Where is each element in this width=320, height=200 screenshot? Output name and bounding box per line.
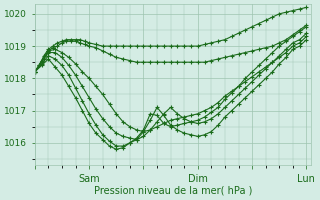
X-axis label: Pression niveau de la mer( hPa ): Pression niveau de la mer( hPa ) bbox=[94, 186, 252, 196]
